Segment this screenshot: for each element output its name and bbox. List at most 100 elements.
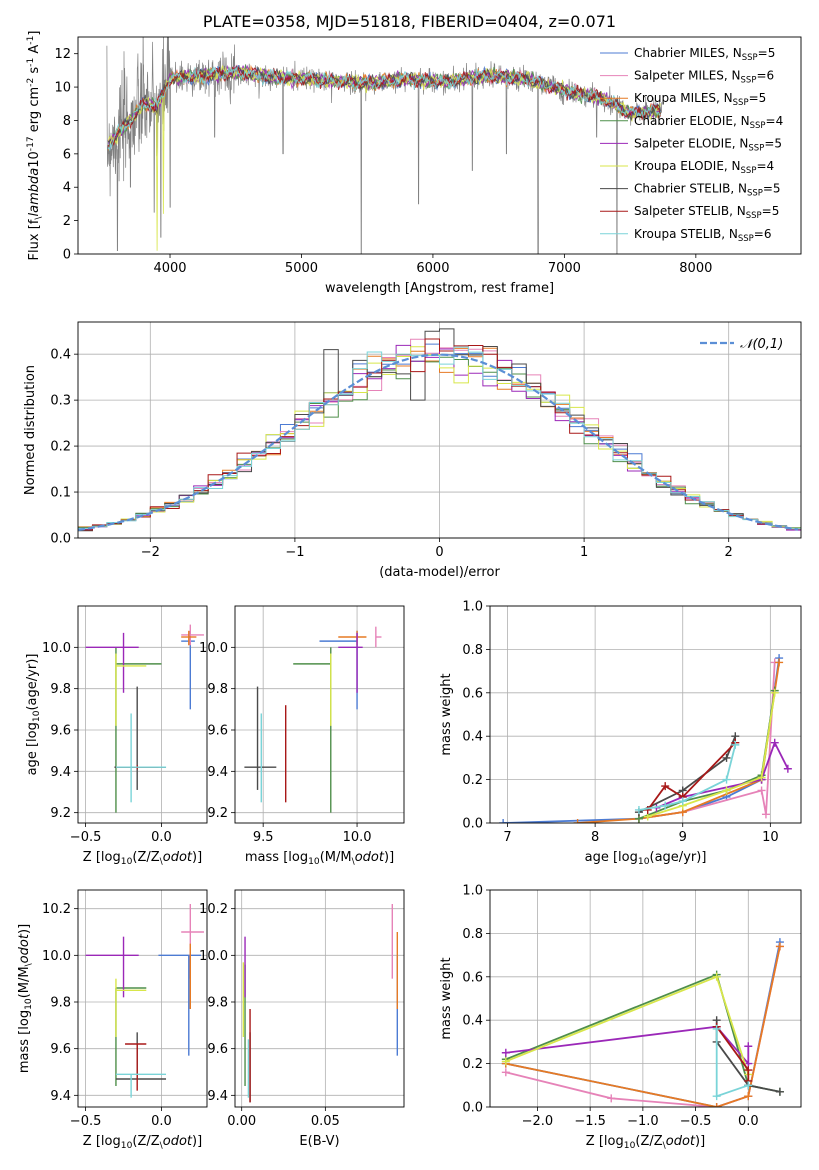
legend-label-chabrier-miles: Chabrier MILES, NSSP=5: [634, 46, 775, 63]
series-marker-kroupa-stelib: [712, 1092, 721, 1101]
mass-vs-EBV-plot-area: [242, 904, 399, 1103]
spectrum-axes: 4000 5000 6000 7000 8000 0 2 4 6 8 10 12 wavelength …: [26, 31, 712, 296]
x-tick-label: 8000: [679, 261, 712, 276]
series-marker-salpeter-miles: [757, 786, 766, 795]
x-tick-label: 5000: [285, 261, 318, 276]
series-marker-salpeter-elodie: [770, 738, 779, 747]
x-tick-label: 0.00: [227, 1114, 256, 1129]
data-spectrum-line: [106, 37, 662, 254]
age-vs-Z-frame: [77, 605, 208, 824]
y-tick-label: 0.4: [462, 730, 483, 745]
y-axis-label: Flux [f\lambda10-17 erg cm-2 s-1 A-1]: [26, 31, 44, 261]
y-axis-label: Normed distribution: [23, 365, 38, 495]
residuals-frame: [77, 321, 802, 539]
y-tick-label: 4: [63, 181, 71, 196]
legend-label-salpeter-stelib: Salpeter STELIB, NSSP=5: [634, 204, 779, 221]
model-spectrum-kroupa-stelib: [107, 66, 661, 151]
errorbar-kroupa-stelib: [115, 1073, 167, 1098]
y-tick-label: 0.2: [462, 773, 483, 788]
x-tick-label: −2.0: [522, 1114, 554, 1129]
y-tick-label: 0.1: [50, 486, 71, 501]
series-marker-kroupa-elodie: [722, 786, 731, 795]
y-tick-label: 10.0: [199, 641, 228, 656]
errorbar-salpeter-stelib: [125, 1043, 147, 1091]
y-tick-label: 6: [63, 147, 71, 162]
series-marker-salpeter-elodie: [783, 764, 792, 773]
y-tick-label: 8: [63, 114, 71, 129]
series-kroupa-stelib: [712, 1024, 753, 1101]
y-tick-label: 10.0: [42, 949, 71, 964]
histogram-chabrier-stelib: [78, 328, 801, 532]
series-marker-kroupa-stelib: [722, 775, 731, 784]
series-marker-kroupa-elodie: [770, 688, 779, 697]
residuals-plot-area: [78, 328, 801, 532]
y-axis-label: age [log10(age/yr)]: [25, 654, 42, 776]
y-tick-label: 9.8: [50, 682, 71, 697]
errorbar-salpeter-elodie: [338, 632, 363, 693]
x-tick-label: −0.5: [680, 1114, 712, 1129]
x-tick-label: −0.5: [70, 1114, 102, 1129]
x-tick-label: 0: [435, 545, 443, 560]
y-tick-label: 9.8: [50, 996, 71, 1011]
spectrum-frame: [77, 36, 802, 255]
series-line-chabrier-miles: [503, 657, 780, 823]
weight-vs-Z-axes: −2.0 −1.5 −1.0 −0.5 0.0 0.0 0.2 0.4 0.6 0.8 1.0 Z […: [439, 884, 801, 1151]
series-marker-kroupa-elodie: [757, 773, 766, 782]
mass-vs-EBV-frame: [234, 889, 405, 1108]
errorbar-kroupa-stelib: [115, 713, 167, 803]
legend-label-salpeter-elodie: Salpeter ELODIE, NSSP=5: [634, 136, 782, 153]
x-tick-label: 10: [762, 830, 779, 845]
mass-vs-Z-frame: [77, 889, 208, 1108]
series-marker-salpeter-elodie: [501, 1048, 510, 1057]
errorbar-chabrier-stelib: [114, 686, 167, 790]
y-tick-label: 1.0: [462, 600, 483, 615]
y-tick-label: 0.3: [50, 394, 71, 409]
y-tick-label: 9.2: [50, 806, 71, 821]
series-marker-kroupa-stelib: [731, 740, 740, 749]
y-tick-label: 0.8: [462, 643, 483, 658]
mass-vs-Z-plot-area: [85, 904, 204, 1098]
y-tick-label: 9.6: [50, 724, 71, 739]
y-tick-label: 9.8: [207, 682, 228, 697]
series-marker-salpeter-elodie: [744, 1042, 753, 1051]
y-tick-label: 0.2: [462, 1057, 483, 1072]
y-tick-label: 0.2: [50, 440, 71, 455]
series-marker-salpeter-stelib: [643, 805, 652, 814]
y-tick-label: 0.0: [50, 532, 71, 547]
x-axis-label: Z [log10(Z/Z\odot)]: [83, 850, 202, 867]
residuals-legend: 𝒩(0,1): [700, 337, 783, 352]
legend-label-chabrier-elodie: Chabrier ELODIE, NSSP=4: [634, 114, 783, 131]
x-tick-label: 7: [503, 830, 511, 845]
figure-title: PLATE=0358, MJD=51818, FIBERID=0404, z=0…: [202, 12, 617, 31]
series-marker-kroupa-miles: [775, 658, 784, 667]
y-tick-label: 0.6: [462, 686, 483, 701]
x-tick-label: 2: [725, 545, 733, 560]
errorbar-salpeter-elodie: [85, 936, 139, 998]
weight-vs-Z-plot-area: [501, 938, 784, 1107]
y-tick-label: 0: [63, 248, 71, 263]
x-tick-label: −1: [285, 545, 304, 560]
x-axis-label: mass [log10(M/M\odot)]: [245, 850, 394, 867]
legend-label-gaussian: 𝒩(0,1): [740, 337, 783, 352]
x-tick-label: 9: [679, 830, 687, 845]
x-tick-label: 10.0: [343, 830, 372, 845]
y-tick-label: 10.2: [199, 902, 228, 917]
series-marker-salpeter-miles: [607, 1094, 616, 1103]
series-marker-chabrier-miles: [499, 819, 508, 823]
series-line-salpeter-stelib: [715, 1026, 750, 1081]
y-tick-label: 12: [54, 47, 71, 62]
x-axis-label: Z [log10(Z/Z\odot)]: [83, 1134, 202, 1151]
weight-vs-Z-frame: [489, 889, 802, 1108]
x-axis-label: (data-model)/error: [379, 565, 500, 580]
x-tick-label: 0.0: [738, 1114, 759, 1129]
errorbar-salpeter-elodie: [85, 632, 139, 693]
errorbar-kroupa-miles: [338, 630, 367, 646]
y-tick-label: 10.0: [42, 641, 71, 656]
errorbar-chabrier-stelib: [244, 686, 277, 790]
age-vs-mass-plot-area: [244, 626, 382, 813]
series-chabrier-miles: [499, 654, 784, 823]
legend-label-kroupa-elodie: Kroupa ELODIE, NSSP=4: [634, 159, 774, 176]
spectrum-legend: Chabrier MILES, NSSP=5 Salpeter MILES, NS…: [600, 46, 783, 244]
series-marker-kroupa-stelib: [661, 801, 670, 810]
